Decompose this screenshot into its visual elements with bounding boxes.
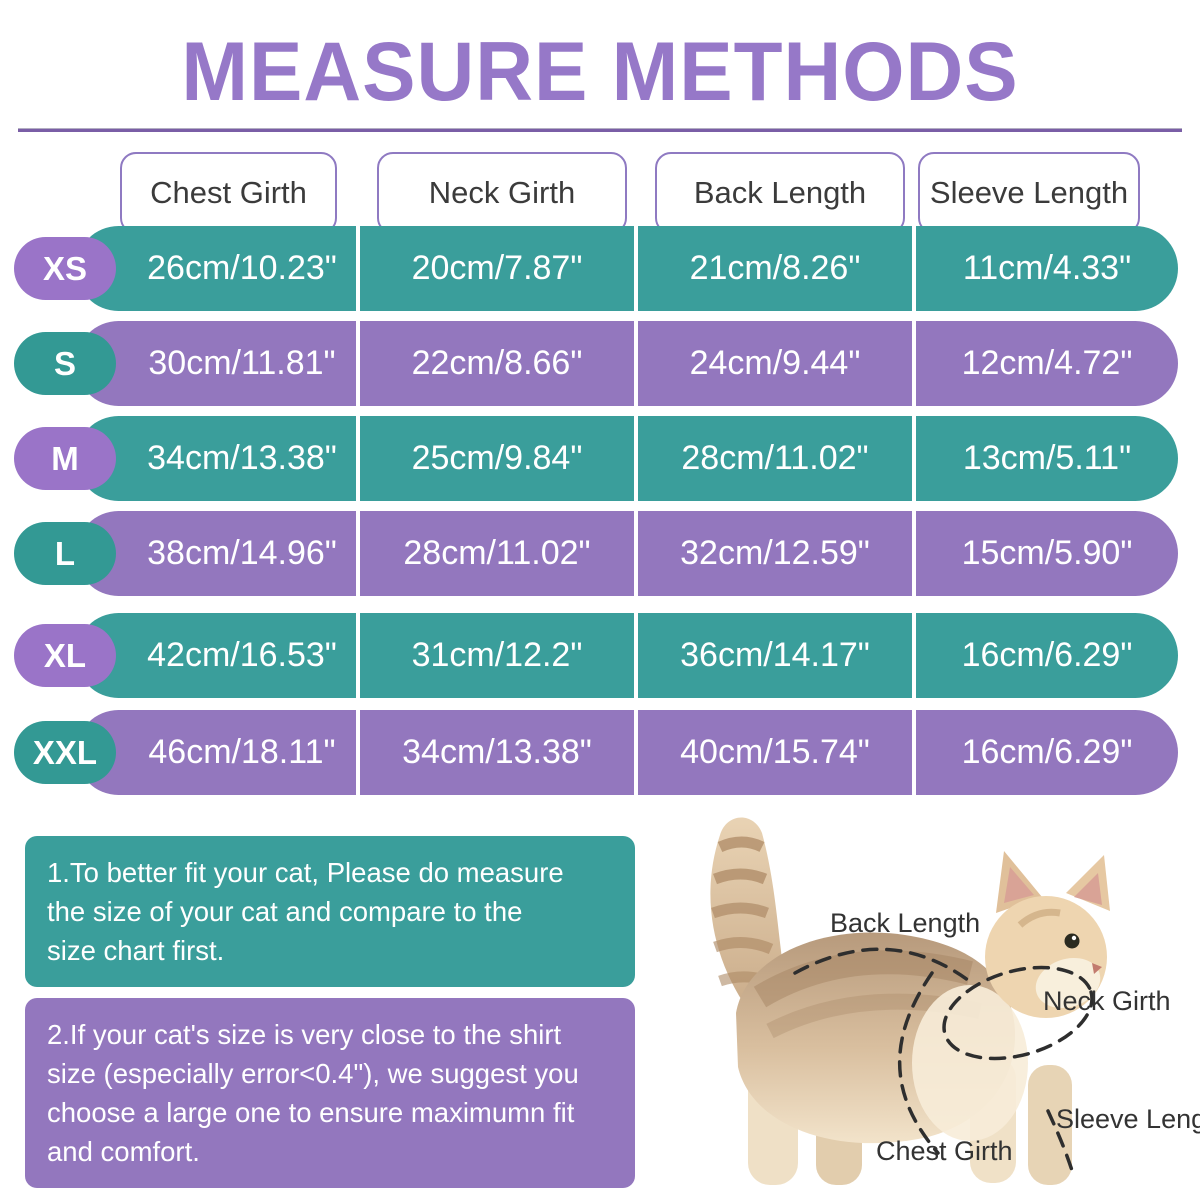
column-header-chest-girth: Chest Girth: [120, 152, 337, 234]
size-badge: XL: [14, 624, 116, 687]
cell-chest: 46cm/18.11": [148, 733, 336, 771]
cat-measurement-diagram: [640, 805, 1200, 1200]
column-header-back-length: Back Length: [655, 152, 905, 234]
note-line: and comfort.: [47, 1136, 200, 1168]
note-line: 2.If your cat's size is very close to th…: [47, 1019, 562, 1050]
note-line: size (especially error<0.4"), we suggest…: [47, 1058, 579, 1090]
neck-girth-label: Neck Girth: [1043, 986, 1171, 1016]
back-length-guide: [793, 947, 974, 985]
cell-sleeve: 12cm/4.72": [912, 321, 1178, 406]
table-row: 30cm/11.81" 22cm/8.66" 24cm/9.44" 12cm/4…: [0, 321, 1200, 406]
cell-chest: 26cm/10.23": [147, 249, 337, 287]
cell-back: 40cm/15.74": [634, 710, 912, 795]
size-badge: XXL: [14, 721, 116, 784]
note-line: the size of your cat and compare to the: [47, 896, 523, 928]
back-length-label: Back Length: [830, 908, 981, 938]
row-bar: 30cm/11.81" 22cm/8.66" 24cm/9.44" 12cm/4…: [76, 321, 1178, 406]
cell-sleeve: 16cm/6.29": [912, 613, 1178, 698]
chest-girth-label: Chest Girth: [876, 1136, 1013, 1166]
cat-photo: [710, 817, 1110, 1185]
cell-neck: 20cm/7.87": [356, 226, 634, 311]
note-choose-larger: 2.If your cat's size is very close to th…: [25, 998, 635, 1189]
cell-back: 28cm/11.02": [634, 416, 912, 501]
cell-chest: 38cm/14.96": [147, 534, 337, 572]
column-header-neck-girth: Neck Girth: [377, 152, 627, 234]
cell-sleeve: 13cm/5.11": [912, 416, 1178, 501]
row-bar: 26cm/10.23" 20cm/7.87" 21cm/8.26" 11cm/4…: [76, 226, 1178, 311]
cell-chest: 30cm/11.81": [148, 344, 336, 382]
cell-back: 32cm/12.59": [634, 511, 912, 596]
row-bar: 38cm/14.96" 28cm/11.02" 32cm/12.59" 15cm…: [76, 511, 1178, 596]
cell-back: 36cm/14.17": [634, 613, 912, 698]
cell-sleeve: 16cm/6.29": [912, 710, 1178, 795]
cell-chest: 42cm/16.53": [147, 636, 337, 674]
chest-girth-guide: [897, 971, 940, 1155]
note-line: 1.To better fit your cat, Please do meas…: [47, 857, 564, 888]
size-badge: L: [14, 522, 116, 585]
table-row: 26cm/10.23" 20cm/7.87" 21cm/8.26" 11cm/4…: [0, 226, 1200, 311]
size-badge: M: [14, 427, 116, 490]
cell-sleeve: 11cm/4.33": [912, 226, 1178, 311]
row-bar: 42cm/16.53" 31cm/12.2" 36cm/14.17" 16cm/…: [76, 613, 1178, 698]
cell-neck: 22cm/8.66": [356, 321, 634, 406]
size-badge: S: [14, 332, 116, 395]
sleeve-length-guide: [1046, 1109, 1076, 1179]
cell-back: 24cm/9.44": [634, 321, 912, 406]
title-divider: [18, 128, 1182, 132]
column-header-sleeve-length: Sleeve Length: [918, 152, 1140, 234]
cell-sleeve: 15cm/5.90": [912, 511, 1178, 596]
cell-neck: 31cm/12.2": [356, 613, 634, 698]
cell-chest: 34cm/13.38": [147, 439, 337, 477]
cell-neck: 25cm/9.84": [356, 416, 634, 501]
table-row: 38cm/14.96" 28cm/11.02" 32cm/12.59" 15cm…: [0, 511, 1200, 596]
cell-neck: 34cm/13.38": [356, 710, 634, 795]
cell-back: 21cm/8.26": [634, 226, 912, 311]
table-row: 42cm/16.53" 31cm/12.2" 36cm/14.17" 16cm/…: [0, 613, 1200, 698]
page-title: MEASURE METHODS: [181, 25, 1019, 118]
row-bar: 46cm/18.11" 34cm/13.38" 40cm/15.74" 16cm…: [76, 710, 1178, 795]
note-line: size chart first.: [47, 935, 225, 967]
table-row: 34cm/13.38" 25cm/9.84" 28cm/11.02" 13cm/…: [0, 416, 1200, 501]
note-line: choose a large one to ensure maximumn fi…: [47, 1097, 575, 1129]
size-badge: XS: [14, 237, 116, 300]
neck-girth-guide: [942, 965, 1094, 1061]
row-bar: 34cm/13.38" 25cm/9.84" 28cm/11.02" 13cm/…: [76, 416, 1178, 501]
sleeve-length-label: Sleeve Length: [1056, 1104, 1200, 1134]
cell-neck: 28cm/11.02": [356, 511, 634, 596]
table-row: 46cm/18.11" 34cm/13.38" 40cm/15.74" 16cm…: [0, 710, 1200, 795]
note-measure-first: 1.To better fit your cat, Please do meas…: [25, 836, 635, 988]
